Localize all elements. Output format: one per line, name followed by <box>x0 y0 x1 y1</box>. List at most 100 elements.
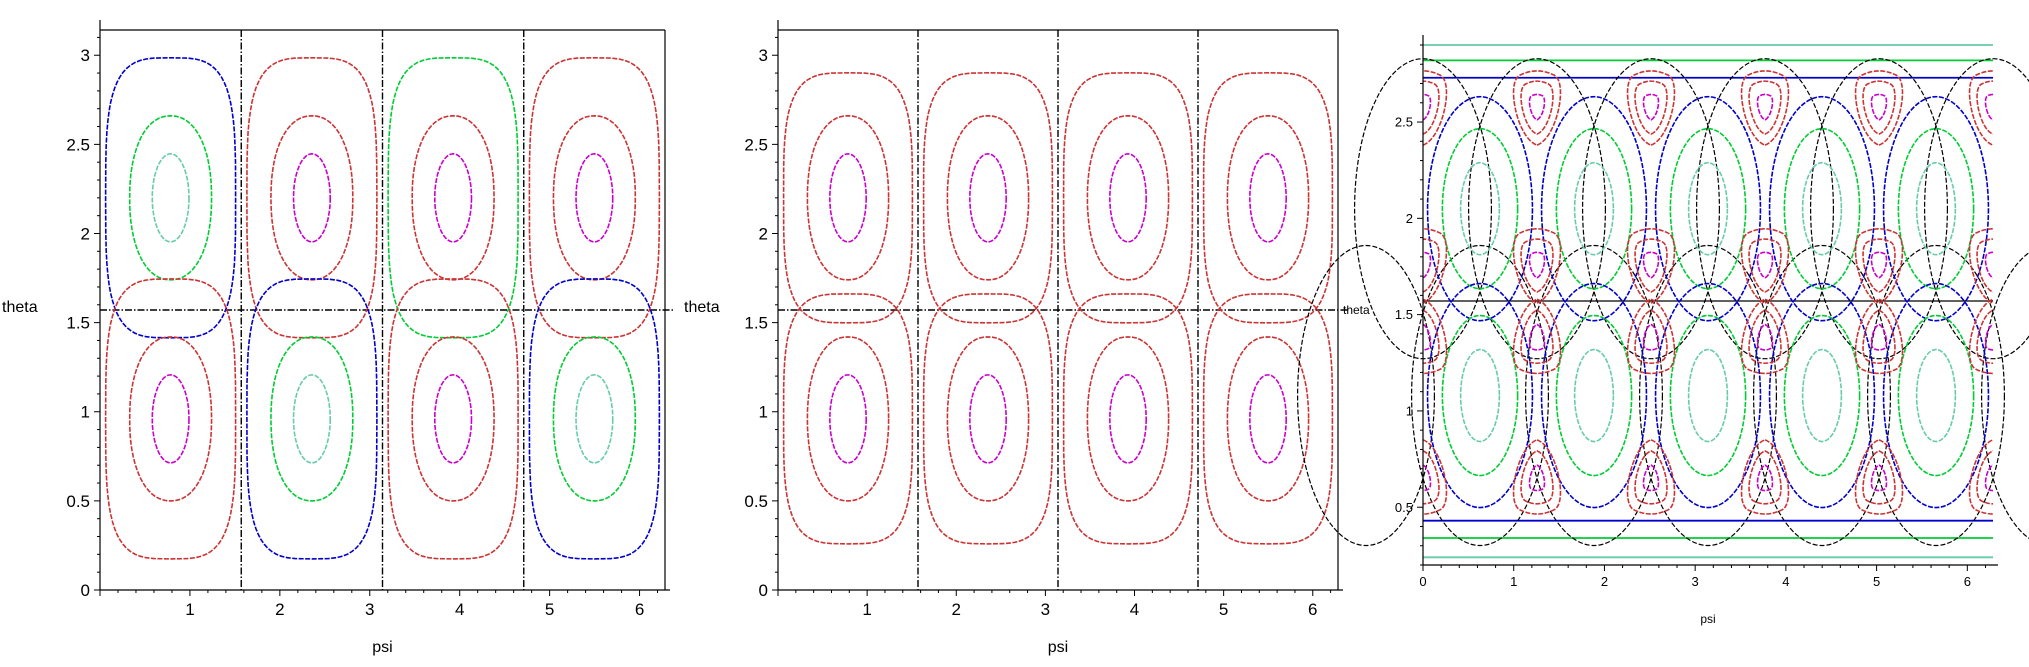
contour-plot-left: 0 0.5 1 1.5 2 2.5 3 1 2 3 4 5 6 psi theta <box>2 20 675 656</box>
contour-line <box>1862 309 1896 365</box>
contour-line <box>1520 80 1554 135</box>
contour-line <box>1520 238 1554 293</box>
contour-line <box>1854 438 1904 515</box>
separatrix-arch <box>1981 252 2029 539</box>
contour-line <box>1854 298 1904 375</box>
contour-line <box>1423 238 1440 293</box>
contour-line <box>1740 298 1790 375</box>
contour-line <box>1748 449 1782 505</box>
contour-line <box>1756 251 1774 279</box>
contour-line <box>1314 97 1419 321</box>
contour-line <box>151 374 190 464</box>
contour-line <box>128 336 213 502</box>
contour-line <box>1301 94 1316 119</box>
x-tick-label: 3 <box>1041 600 1050 619</box>
contour-line <box>528 278 661 560</box>
y-tick-label: 2.5 <box>744 135 768 154</box>
contour-line <box>922 71 1054 324</box>
contour-line <box>1540 95 1648 322</box>
y-tick-label: 0 <box>759 581 768 600</box>
y-tick-label: 1 <box>759 403 768 422</box>
y-tick-label: 1.5 <box>1395 307 1413 322</box>
separatrix-arch <box>1695 58 1834 360</box>
contour-line <box>1423 70 1448 146</box>
contour-line <box>1756 93 1774 121</box>
contour-line <box>1108 152 1148 243</box>
contour-line <box>1459 161 1501 256</box>
contour-line <box>552 336 637 502</box>
contour-line <box>1426 282 1534 509</box>
contour-line <box>806 114 890 281</box>
contour-line <box>1062 293 1194 545</box>
contour-line <box>1086 114 1170 281</box>
contour-line <box>1441 314 1519 477</box>
contour-line <box>1426 95 1534 322</box>
contour-line <box>1870 93 1888 121</box>
contour-line <box>1998 284 2029 508</box>
contour-line <box>1423 228 1448 304</box>
cells-group <box>1301 70 2029 515</box>
contour-line <box>1226 336 1310 502</box>
contour-line <box>1328 316 1403 476</box>
contour-line <box>411 336 495 502</box>
x-tick-label: 2 <box>275 600 284 619</box>
x-tick-label: 6 <box>1964 574 1971 589</box>
contour-line <box>1226 114 1310 281</box>
contour-line <box>1626 438 1676 515</box>
contour-line <box>946 336 1030 502</box>
contour-line <box>552 114 637 281</box>
contour-line <box>1654 95 1762 322</box>
separatrix-arch <box>1467 58 1606 360</box>
contour-line <box>1423 93 1432 121</box>
contour-line <box>1976 80 1993 135</box>
contour-line <box>1108 374 1148 464</box>
x-tick-label: 2 <box>952 600 961 619</box>
contour-line <box>806 336 890 502</box>
contour-line <box>1642 93 1660 121</box>
x-tick-label: 2 <box>1601 574 1608 589</box>
contour-line <box>1626 228 1676 304</box>
contour-line <box>1634 238 1668 293</box>
contour-line <box>1642 251 1660 279</box>
y-tick-label: 3 <box>81 46 90 65</box>
contour-line <box>1512 298 1562 375</box>
contour-line <box>1642 323 1660 351</box>
x-tick-label: 1 <box>862 600 871 619</box>
contour-line <box>270 114 354 281</box>
y-tick-label: 0.5 <box>744 492 768 511</box>
contour-line <box>1528 464 1546 492</box>
contour-line <box>1423 80 1440 135</box>
contour-line <box>1654 282 1762 509</box>
contour-line <box>270 336 354 502</box>
contour-line <box>1202 71 1334 324</box>
contour-line <box>1783 314 1861 477</box>
x-tick-label: 3 <box>1692 574 1699 589</box>
contour-line <box>1862 80 1896 135</box>
contour-line <box>2012 129 2029 289</box>
y-tick-label: 0.5 <box>1395 500 1413 515</box>
contour-line <box>434 374 473 464</box>
contour-line <box>1768 95 1876 322</box>
contour-line <box>1862 449 1896 505</box>
contour-line <box>292 374 331 464</box>
y-tick-label: 2.5 <box>1395 115 1413 130</box>
contour-line <box>1748 309 1782 365</box>
contour-line <box>782 71 914 324</box>
contour-line <box>1634 449 1668 505</box>
contour-line <box>1740 70 1790 146</box>
contour-line <box>1976 238 1993 293</box>
contour-line <box>1423 251 1432 279</box>
separatrix-arch <box>1410 244 1549 547</box>
contour-line <box>946 114 1030 281</box>
contour-line <box>1634 309 1668 365</box>
contour-line <box>1062 71 1194 324</box>
contour-line <box>1870 464 1888 492</box>
contour-line <box>1740 438 1790 515</box>
contour-line <box>1573 348 1615 443</box>
contour-line <box>922 293 1054 545</box>
y-tick-label: 2.5 <box>66 135 90 154</box>
contour-line <box>1801 348 1843 443</box>
contour-line <box>1423 298 1448 375</box>
contour-line <box>1626 70 1676 146</box>
